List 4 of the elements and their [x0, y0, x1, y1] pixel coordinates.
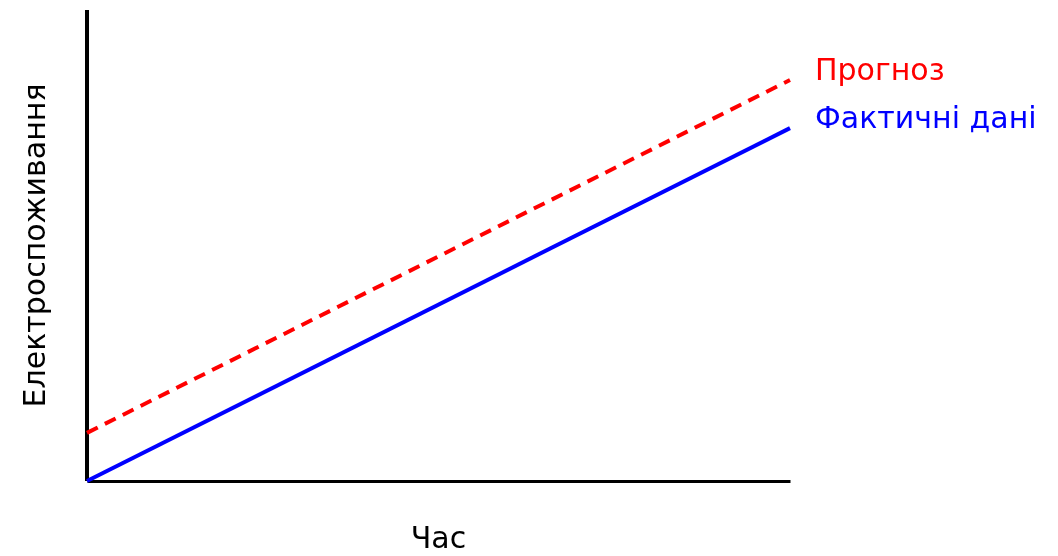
y-axis-title: Електроспоживання [17, 83, 52, 408]
series-label: Фактичні дані [815, 99, 1037, 135]
series-label: Прогноз [815, 51, 945, 87]
x-axis-title: Час [410, 520, 467, 555]
